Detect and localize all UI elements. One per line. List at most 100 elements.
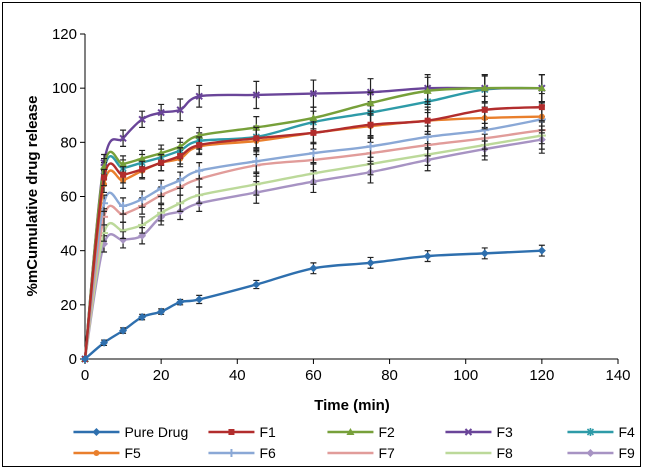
data-point (119, 235, 128, 244)
data-point (119, 326, 128, 335)
series-line-f3 (83, 86, 542, 360)
data-point (176, 106, 184, 114)
legend-item-pure-drug: Pure Drug (73, 424, 188, 440)
axes: 0 20 40 60 80 100 120 0 20 40 60 80 100 120 140 (52, 26, 631, 384)
data-point (367, 121, 374, 128)
x-tick-label: 0 (81, 367, 89, 384)
data-point (177, 152, 184, 159)
data-point (252, 157, 261, 166)
legend-marker-f9 (586, 449, 595, 457)
legend-item-f2: F2 (327, 424, 395, 440)
data-point (157, 108, 165, 117)
x-axis-title: Time (min) (314, 397, 390, 414)
data-point (423, 86, 432, 94)
legend-marker-f3 (464, 428, 473, 436)
data-point (100, 338, 109, 347)
data-point (138, 154, 147, 162)
legend-marker-pure-drug (92, 428, 101, 436)
data-point (138, 313, 147, 322)
legend-item-f1: F1 (208, 424, 276, 440)
legend-label-f2: F2 (378, 424, 395, 440)
data-point (366, 142, 375, 151)
data-point (195, 92, 203, 100)
data-point (252, 280, 261, 289)
data-point (195, 295, 204, 304)
legend-marker-f4 (586, 428, 595, 436)
series-pure-drug (81, 244, 546, 363)
y-tick-label: 80 (60, 134, 77, 151)
legend-label-f4: F4 (618, 424, 635, 440)
x-tick-label: 80 (381, 367, 398, 384)
data-point (253, 135, 260, 142)
data-point (101, 174, 108, 181)
legend-item-f5: F5 (73, 445, 141, 461)
legend-item-f3: F3 (445, 424, 513, 440)
data-point (158, 159, 165, 166)
data-point (424, 117, 431, 124)
x-tick-label: 140 (605, 367, 630, 384)
legend-marker-f6 (227, 449, 236, 457)
data-point (139, 166, 146, 173)
data-point (120, 171, 127, 178)
y-axis-title: %mCumulative drug release (24, 96, 41, 297)
release-profile-chart: 0 20 40 60 80 100 120 0 20 40 60 80 100 120 140 %mCumu… (24, 26, 635, 461)
data-point (309, 89, 318, 98)
data-point (310, 129, 317, 136)
legend-label-f6: F6 (259, 445, 276, 461)
data-point (480, 249, 489, 258)
legend-marker-f2 (346, 428, 355, 435)
data-point (138, 115, 146, 124)
legend-item-f4: F4 (567, 424, 635, 440)
data-point (81, 355, 89, 363)
data-point (138, 231, 147, 240)
chart-frame: 0 20 40 60 80 100 120 0 20 40 60 80 100 120 140 %mCumu… (2, 2, 641, 467)
data-point (119, 134, 127, 142)
legend-label-f1: F1 (259, 424, 276, 440)
x-tick-label: 60 (305, 367, 322, 384)
data-point (119, 201, 128, 210)
data-point (309, 113, 318, 121)
x-tick-label: 100 (453, 367, 478, 384)
y-tick-label: 120 (52, 26, 77, 43)
legend-label-f8: F8 (496, 445, 513, 461)
data-point (481, 106, 488, 113)
data-point (309, 264, 318, 273)
legend-label-f9: F9 (618, 445, 635, 461)
data-point (537, 246, 546, 255)
data-point (309, 149, 318, 158)
data-point (196, 142, 203, 149)
data-point (157, 307, 166, 316)
legend-label-f5: F5 (124, 445, 141, 461)
data-point (176, 298, 185, 307)
data-point (252, 91, 261, 99)
y-tick-label: 100 (52, 80, 77, 97)
y-tick-label: 20 (60, 297, 77, 314)
data-point (480, 84, 489, 92)
data-point (366, 258, 375, 267)
x-tick-label: 20 (153, 367, 170, 384)
legend-label-f7: F7 (378, 445, 395, 461)
legend-item-f7: F7 (327, 445, 395, 461)
x-tick-label: 40 (229, 367, 246, 384)
series-f6 (81, 105, 546, 363)
legend-item-f8: F8 (445, 445, 513, 461)
data-point (176, 176, 185, 185)
legend-label-f3: F3 (496, 424, 513, 440)
data-point (538, 104, 545, 111)
data-point (366, 99, 375, 107)
y-tick-label: 0 (69, 351, 77, 368)
data-point (195, 166, 204, 175)
y-tick-label: 60 (60, 189, 77, 206)
data-point (423, 252, 432, 261)
data-point (537, 84, 546, 92)
legend-item-f6: F6 (208, 445, 276, 461)
data-point (157, 184, 166, 193)
data-point (138, 195, 147, 204)
legend-marker-f5 (93, 450, 100, 456)
x-tick-label: 120 (529, 367, 554, 384)
data-point (119, 160, 128, 167)
legend: Pure Drug F1 F2 F3 F4 F5 F6 F7 F8 F9 (73, 424, 635, 461)
legend-item-f9: F9 (567, 445, 635, 461)
series-layer (81, 74, 546, 363)
y-tick-label: 40 (60, 243, 77, 260)
